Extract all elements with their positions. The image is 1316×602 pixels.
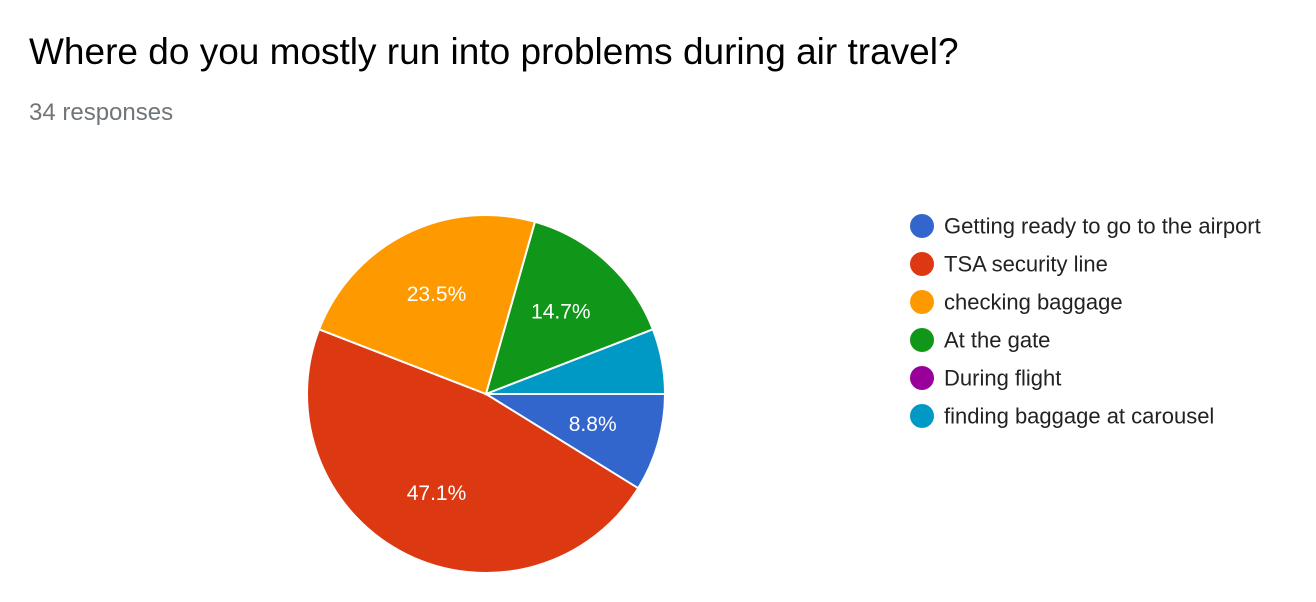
legend-swatch xyxy=(910,366,934,390)
legend-swatch xyxy=(910,328,934,352)
pie-slices xyxy=(306,214,667,574)
response-count: 34 responses xyxy=(29,99,174,126)
legend-label: During flight xyxy=(944,366,1061,391)
legend-item-at-the-gate[interactable]: At the gate xyxy=(910,328,1050,353)
legend-label: Getting ready to go to the airport xyxy=(944,214,1261,239)
legend-item-tsa-security-line[interactable]: TSA security line xyxy=(910,252,1108,277)
pie-slice-checking-baggage[interactable] xyxy=(317,214,537,396)
legend-swatch xyxy=(910,404,934,428)
legend-label: At the gate xyxy=(944,328,1050,353)
pie-slice-label: 14.7% xyxy=(531,301,591,324)
pie-slice-at-the-gate[interactable] xyxy=(484,220,655,396)
legend-label: TSA security line xyxy=(944,252,1108,277)
legend-swatch xyxy=(910,290,934,314)
legend-label: checking baggage xyxy=(944,290,1123,315)
pie-slice-label: 23.5% xyxy=(407,283,467,306)
legend-item-during-flight[interactable]: During flight xyxy=(910,366,1061,391)
chart-legend[interactable]: Getting ready to go to the airport TSA se… xyxy=(910,214,1261,429)
legend-swatch xyxy=(910,214,934,238)
pie-slice-label: 47.1% xyxy=(407,482,467,505)
legend-swatch xyxy=(910,252,934,276)
legend-item-getting-ready-to-go-to-the-airport[interactable]: Getting ready to go to the airport xyxy=(910,214,1261,239)
page-title: Where do you mostly run into problems du… xyxy=(29,31,959,72)
pie-slice-label: 8.8% xyxy=(569,413,617,436)
pie-slice-getting-ready-to-go-to-the-airport[interactable] xyxy=(482,393,667,490)
legend-item-checking-baggage[interactable]: checking baggage xyxy=(910,290,1123,315)
legend-item-finding-baggage-at-carousel[interactable]: finding baggage at carousel xyxy=(910,404,1214,429)
pie-slice-labels: 8.8% 47.1% 23.5% 14.7% xyxy=(407,283,617,505)
pie-slice-tsa-security-line[interactable] xyxy=(306,328,640,574)
legend-label: finding baggage at carousel xyxy=(944,404,1214,429)
pie-slice-finding-baggage-at-carousel[interactable] xyxy=(485,328,667,395)
